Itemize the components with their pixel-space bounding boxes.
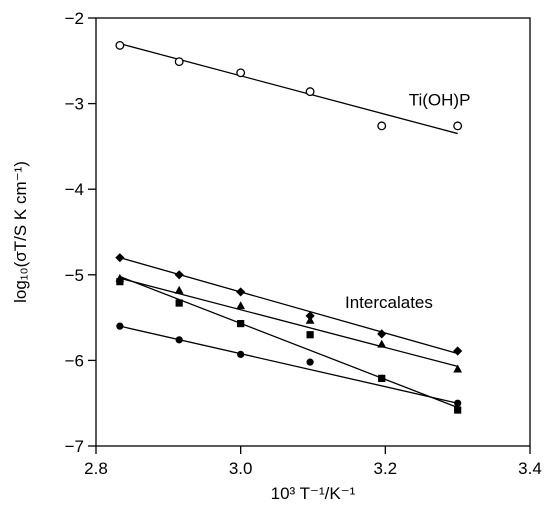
data-point-filled-square [237,319,245,328]
data-point-filled-diamond [115,253,125,263]
data-point-filled-circle [378,374,386,382]
fit-line-filled-square [119,275,458,409]
x-tick-label: 3.0 [229,459,253,478]
y-tick-label: −5 [65,266,84,285]
data-point-filled-circle [306,358,314,366]
data-point-filled-triangle [305,315,315,324]
fit-lines [119,43,458,409]
x-tick-label: 2.8 [84,459,108,478]
data-point-filled-square [306,331,314,339]
y-axis-title: log₁₀(σT/S K cm⁻¹) [11,161,30,303]
labels: 10³ T⁻¹/K⁻¹ log₁₀(σT/S K cm⁻¹) Ti(OH)P I… [11,90,470,503]
data-point-filled-triangle [236,301,246,310]
x-tick-label: 3.2 [374,459,398,478]
y-tick-label: −2 [65,9,84,28]
data-markers [115,40,463,414]
y-tick-label: −7 [65,437,84,456]
data-point-filled-square [175,299,183,307]
data-point-filled-diamond [377,329,387,339]
x-axis-title: 10³ T⁻¹/K⁻¹ [271,484,356,503]
y-tick-label: −3 [65,95,84,114]
data-point-filled-square [454,406,462,414]
data-point-filled-square [116,278,124,286]
data-point-filled-circle [454,399,462,407]
data-point-filled-diamond [174,270,184,280]
data-point-filled-circle [116,322,124,330]
plot-frame-rect [95,17,531,447]
x-tick-label: 3.4 [518,459,542,478]
y-tick-label: −4 [65,180,84,199]
data-point-open-circle [115,40,125,50]
data-point-filled-triangle [174,285,184,294]
data-point-filled-diamond [236,287,246,297]
fit-line-filled-triangle [119,277,458,368]
plot-frame [95,17,531,447]
data-point-open-circle [236,68,246,78]
axes: 2.8 3.0 3.2 3.4 −7 −6 −5 −4 −3 −2 [65,9,542,478]
data-point-filled-triangle [377,339,387,348]
fit-line-filled-circle [119,325,458,404]
annotation-tiohp: Ti(OH)P [409,90,471,109]
data-point-filled-circle [175,336,183,344]
data-point-open-circle [305,87,315,97]
data-point-open-circle [377,121,387,131]
annotation-intercalates: Intercalates [345,293,433,312]
y-tick-label: −6 [65,351,84,370]
data-point-open-circle [174,57,184,67]
fit-line-open-circle [119,43,458,135]
data-point-filled-diamond [453,346,463,356]
data-point-filled-triangle [453,364,463,373]
data-point-open-circle [453,121,463,131]
data-point-filled-circle [237,350,245,359]
